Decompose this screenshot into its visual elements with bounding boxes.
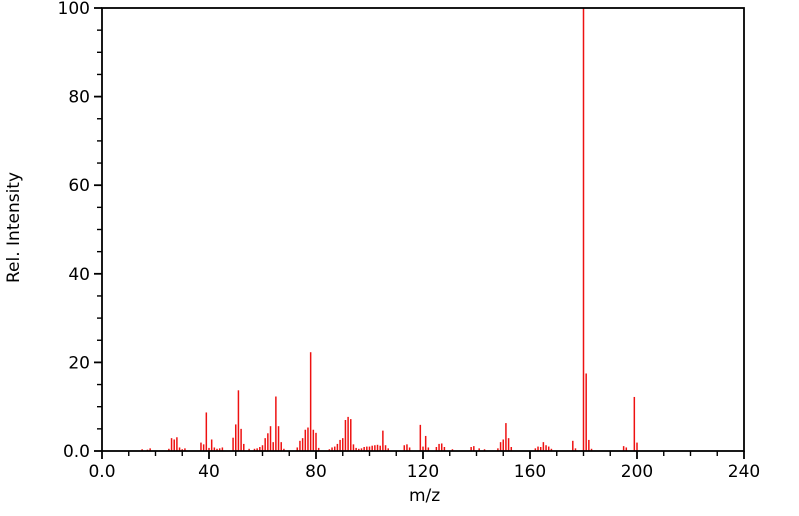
- x-tick-label: 160: [514, 462, 546, 482]
- y-tick-label: 100: [58, 0, 90, 19]
- y-tick-label: 40: [68, 265, 90, 285]
- x-tick-label: 80: [305, 462, 327, 482]
- y-tick-label: 0.0: [63, 442, 90, 462]
- y-tick-label: 20: [68, 353, 90, 373]
- x-tick-label: 200: [621, 462, 653, 482]
- x-tick-label: 40: [198, 462, 220, 482]
- y-axis-title: Rel. Intensity: [4, 172, 24, 283]
- x-axis-title: m/z: [409, 486, 440, 506]
- y-tick-label: 60: [68, 176, 90, 196]
- x-tick-label: 240: [728, 462, 760, 482]
- plot-frame: [101, 7, 745, 452]
- x-tick-label: 0.0: [88, 462, 115, 482]
- x-tick-label: 120: [407, 462, 439, 482]
- y-tick-label: 80: [68, 88, 90, 108]
